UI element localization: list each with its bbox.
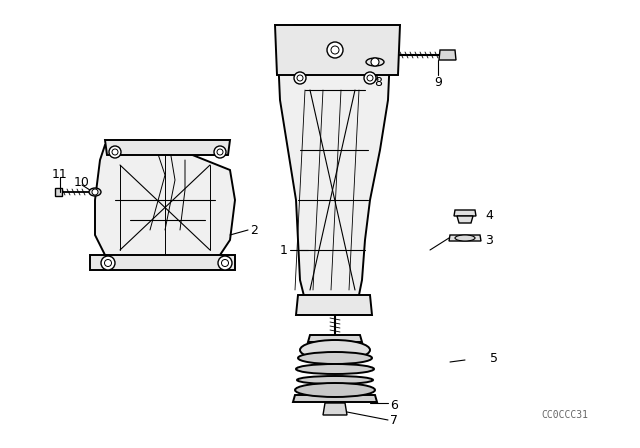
Circle shape xyxy=(101,256,115,270)
Ellipse shape xyxy=(296,364,374,374)
Circle shape xyxy=(371,58,379,66)
Polygon shape xyxy=(439,50,456,60)
Polygon shape xyxy=(449,235,481,241)
Polygon shape xyxy=(55,188,62,196)
Circle shape xyxy=(214,146,226,158)
Text: 2: 2 xyxy=(250,224,258,237)
Polygon shape xyxy=(454,210,476,216)
Circle shape xyxy=(217,149,223,155)
Circle shape xyxy=(331,46,339,54)
Polygon shape xyxy=(105,140,230,155)
Circle shape xyxy=(104,259,111,267)
Polygon shape xyxy=(278,25,390,310)
Circle shape xyxy=(92,189,98,195)
Circle shape xyxy=(294,72,306,84)
Polygon shape xyxy=(457,216,473,223)
Text: 6: 6 xyxy=(390,399,398,412)
Polygon shape xyxy=(308,335,362,342)
Polygon shape xyxy=(296,295,372,315)
Polygon shape xyxy=(95,140,235,270)
Ellipse shape xyxy=(455,235,475,241)
Polygon shape xyxy=(275,25,400,75)
Text: 10: 10 xyxy=(74,176,90,189)
Circle shape xyxy=(112,149,118,155)
Ellipse shape xyxy=(366,58,384,66)
Polygon shape xyxy=(323,403,347,415)
Circle shape xyxy=(218,256,232,270)
Text: 5: 5 xyxy=(490,352,498,365)
Ellipse shape xyxy=(300,340,370,360)
Ellipse shape xyxy=(297,376,373,384)
Text: CC0CCC31: CC0CCC31 xyxy=(541,410,589,420)
Circle shape xyxy=(327,42,343,58)
Polygon shape xyxy=(90,255,235,270)
Text: 4: 4 xyxy=(485,208,493,221)
Text: 3: 3 xyxy=(485,233,493,246)
Circle shape xyxy=(297,75,303,81)
Circle shape xyxy=(221,259,228,267)
Ellipse shape xyxy=(298,352,372,364)
Text: 8: 8 xyxy=(374,76,382,89)
Circle shape xyxy=(364,72,376,84)
Ellipse shape xyxy=(295,383,375,397)
Circle shape xyxy=(109,146,121,158)
Text: 9: 9 xyxy=(434,76,442,89)
Text: 11: 11 xyxy=(52,168,68,181)
Ellipse shape xyxy=(89,188,101,196)
Circle shape xyxy=(367,75,373,81)
Polygon shape xyxy=(293,395,377,402)
Text: 1: 1 xyxy=(280,244,288,257)
Text: 7: 7 xyxy=(390,414,398,426)
